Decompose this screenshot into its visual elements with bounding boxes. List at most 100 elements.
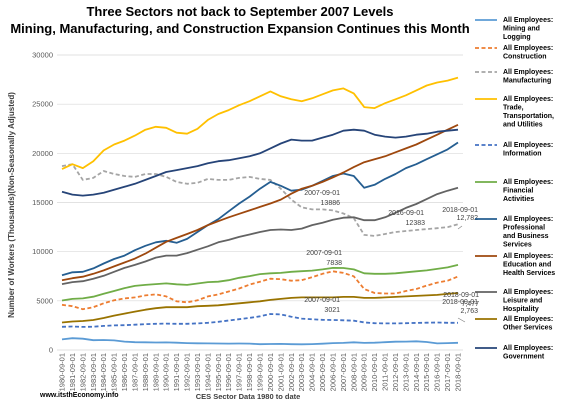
- x-tick-label: 2009-09-01: [360, 353, 369, 391]
- y-tick-label: 15000: [32, 198, 53, 207]
- x-tick-label: 2011-09-01: [381, 353, 390, 391]
- x-tick-label: 1986-09-01: [120, 353, 129, 391]
- legend-label: Financial: [503, 188, 533, 195]
- y-axis-label: Number of Workers (Thousands)(Non-Season…: [7, 92, 16, 318]
- legend-label: Construction: [503, 54, 547, 61]
- annotation-date: 2007-09-01: [304, 297, 340, 304]
- source-label: www.itsthEconomy.info: [39, 392, 119, 399]
- legend-label: Professional: [503, 225, 545, 232]
- series-lines: [61, 76, 459, 346]
- series-line-8: [61, 186, 459, 285]
- x-tick-label: 1992-09-01: [183, 353, 192, 391]
- annotation-leader: [457, 317, 466, 323]
- x-tick-label: 1987-09-01: [130, 353, 139, 391]
- annotation-value: 3021: [324, 307, 340, 314]
- x-tick-label: 2010-09-01: [370, 353, 379, 391]
- annotation-date: 2018-09-01: [442, 299, 478, 306]
- legend-label: Information: [503, 151, 542, 158]
- y-tick-label: 5000: [36, 296, 53, 305]
- legend-label: All Employees:: [503, 142, 553, 149]
- x-tick-label: 2007-09-01: [339, 353, 348, 391]
- x-tick-label: 1999-09-01: [256, 353, 265, 391]
- x-tick-label: 2001-09-01: [276, 353, 285, 391]
- legend-label: Government: [503, 354, 545, 361]
- x-tick-label: 1989-09-01: [151, 353, 160, 391]
- x-tick-label: 1995-09-01: [214, 353, 223, 391]
- y-axis-ticks: 0 5000 10000 15000 20000 25000 30000: [32, 51, 53, 355]
- x-tick-label: 2000-09-01: [266, 353, 275, 391]
- x-tick-label: 1981-09-01: [68, 353, 77, 391]
- series-line-3: [61, 76, 459, 170]
- annotation-date: 2007-09-01: [304, 190, 340, 197]
- x-tick-label: 1994-09-01: [203, 353, 212, 391]
- legend-label: All Employees:: [503, 316, 553, 323]
- x-tick-label: 2017-09-01: [443, 353, 452, 391]
- legend-label: and Business: [503, 233, 549, 240]
- x-tick-label: 1997-09-01: [235, 353, 244, 391]
- legend-label: Trade,: [503, 105, 524, 112]
- x-tick-label: 1993-09-01: [193, 353, 202, 391]
- x-tick-label: 2005-09-01: [318, 353, 327, 391]
- annotation-value: 12383: [406, 220, 426, 227]
- annotation-value: 13886: [321, 200, 341, 207]
- annotation-date: 2016-09-01: [388, 210, 424, 217]
- annotation-value: 7838: [326, 260, 342, 267]
- annotation-value: 12,782: [457, 215, 479, 222]
- series-line-5: [61, 264, 459, 302]
- legend-label: All Employees:: [503, 45, 553, 52]
- x-tick-label: 1991-09-01: [172, 353, 181, 391]
- x-tick-label: 2006-09-01: [328, 353, 337, 391]
- legend-label: Activities: [503, 196, 534, 203]
- legend-label: Health Services: [503, 270, 555, 277]
- y-tick-label: 30000: [32, 51, 53, 60]
- x-axis-label: CES Sector Data 1980 to date: [196, 392, 301, 401]
- grid: [57, 54, 463, 351]
- legend-label: All Employees:: [503, 69, 553, 76]
- annotation-date: 2018-09-01: [442, 207, 478, 214]
- x-tick-label: 1996-09-01: [224, 353, 233, 391]
- chart-title-line-2: Mining, Manufacturing, and Construction …: [10, 21, 469, 36]
- series-line-10: [61, 128, 459, 197]
- legend-label: Other Services: [503, 325, 553, 332]
- y-tick-label: 10000: [32, 247, 53, 256]
- legend-label: All Employees:: [503, 17, 553, 24]
- legend-label: All Employees:: [503, 216, 553, 223]
- legend-label: Manufacturing: [503, 78, 551, 85]
- x-tick-label: 1980-09-01: [58, 353, 67, 391]
- legend-label: and Utilities: [503, 122, 543, 129]
- legend-label: All Employees:: [503, 289, 553, 296]
- x-tick-label: 2018-09-01: [454, 353, 463, 391]
- series-line-6: [61, 141, 459, 277]
- y-tick-label: 20000: [32, 149, 53, 158]
- series-line-1: [61, 270, 459, 311]
- annotation-value: 7,477: [461, 301, 479, 308]
- x-axis-ticks: 1980-09-01 1981-09-01 1982-09-01 1983-09-01…: [58, 353, 463, 391]
- legend-label: Leisure and: [503, 298, 542, 305]
- series-line-4: [61, 313, 458, 328]
- legend-label: All Employees:: [503, 345, 553, 352]
- annotation-value: 2,763: [460, 308, 478, 315]
- legend-label: Hospitality: [503, 306, 539, 313]
- annotation-date: 2018-09-01: [443, 292, 479, 299]
- series-line-9: [61, 292, 459, 324]
- legend-label: Transportation,: [503, 113, 554, 120]
- annotation-leader: [457, 225, 463, 230]
- legend-label: Services: [503, 242, 532, 249]
- y-tick-label: 0: [49, 346, 53, 355]
- x-tick-label: 2015-09-01: [422, 353, 431, 391]
- x-tick-label: 1982-09-01: [78, 353, 87, 391]
- series-line-0: [61, 337, 459, 346]
- x-tick-label: 1983-09-01: [89, 353, 98, 391]
- legend-label: Mining and: [503, 26, 540, 33]
- x-tick-label: 1985-09-01: [110, 353, 119, 391]
- x-tick-label: 2012-09-01: [391, 353, 400, 391]
- legend-label: Education and: [503, 262, 551, 269]
- x-tick-label: 2014-09-01: [412, 353, 421, 391]
- x-tick-label: 2016-09-01: [433, 353, 442, 391]
- x-tick-label: 2003-09-01: [297, 353, 306, 391]
- x-tick-label: 2013-09-01: [401, 353, 410, 391]
- x-tick-label: 2004-09-01: [308, 353, 317, 391]
